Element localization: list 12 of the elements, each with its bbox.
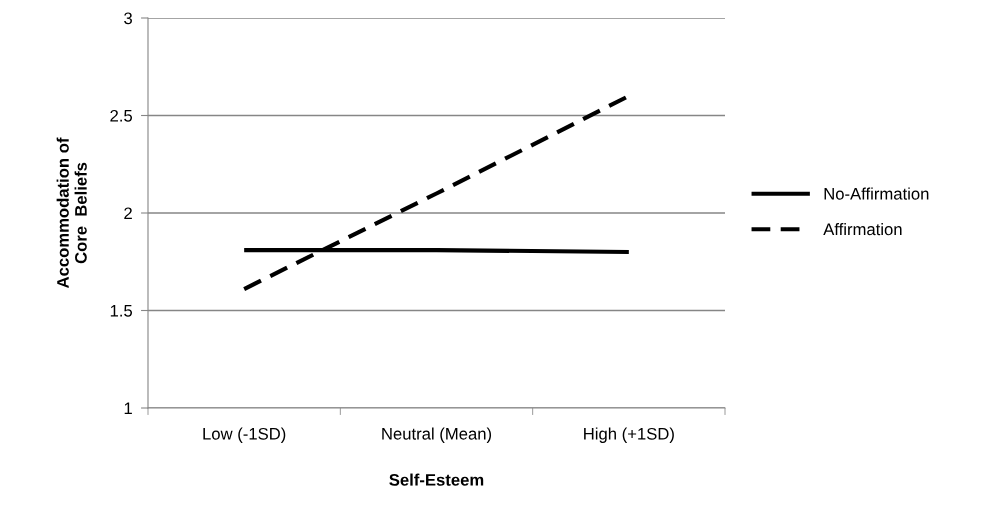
y-tick-label: 2 xyxy=(124,207,132,220)
y-tick-label: 1 xyxy=(124,402,132,415)
x-tick-label: Low (-1SD) xyxy=(203,427,286,443)
y-tick-label: 2.5 xyxy=(110,109,133,122)
y-axis-title: Accommodation of Core Beliefs xyxy=(56,137,87,289)
x-tick-label: Neutral (Mean) xyxy=(382,427,492,443)
x-axis-title: Self-Esteem xyxy=(389,473,484,486)
legend-label: Affirmation xyxy=(823,223,902,236)
x-tick-label: High (+1SD) xyxy=(584,427,674,443)
y-tick-label: 1.5 xyxy=(110,305,133,317)
y-tick-label: 3 xyxy=(124,12,132,25)
legend-label: No-Affirmation xyxy=(824,187,929,200)
